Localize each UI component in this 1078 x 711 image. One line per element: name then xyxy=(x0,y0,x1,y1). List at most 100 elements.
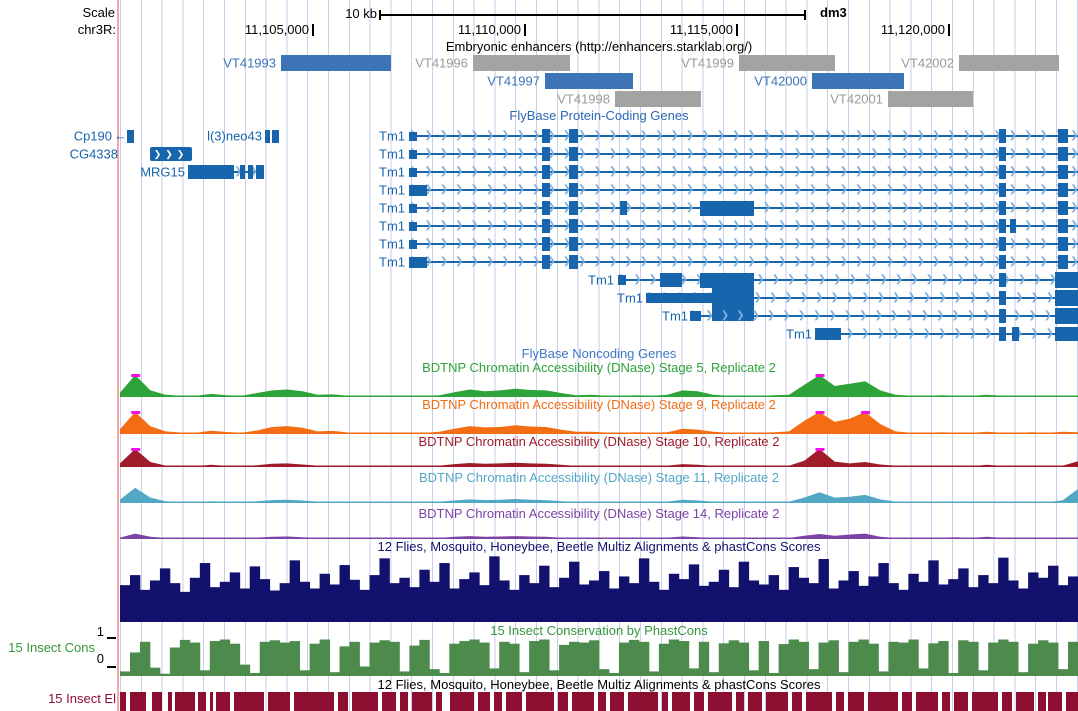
dnase-signal-chart[interactable] xyxy=(120,448,1078,467)
conserved-element-block[interactable] xyxy=(130,692,146,711)
gene-exon[interactable] xyxy=(240,165,245,179)
conserved-element-block[interactable] xyxy=(942,692,950,711)
gene-exon[interactable] xyxy=(569,183,578,197)
conserved-element-block[interactable] xyxy=(902,692,912,711)
gene-exon[interactable] xyxy=(409,167,417,177)
gene-exon[interactable] xyxy=(1058,219,1068,233)
gene-exon[interactable] xyxy=(999,327,1006,341)
conserved-element-block[interactable] xyxy=(848,692,864,711)
gene-intron-line[interactable] xyxy=(409,261,1078,263)
enhancer-box[interactable] xyxy=(615,91,701,107)
gene-exon[interactable] xyxy=(542,183,550,197)
gene-exon[interactable] xyxy=(569,255,578,269)
conserved-element-block[interactable] xyxy=(598,692,606,711)
conserved-element-block[interactable] xyxy=(572,692,594,711)
conserved-element-block[interactable] xyxy=(972,692,998,711)
gene-exon[interactable] xyxy=(569,219,578,233)
conserved-element-block[interactable] xyxy=(1048,692,1062,711)
conserved-element-block[interactable] xyxy=(526,692,554,711)
conserved-element-block[interactable] xyxy=(506,692,522,711)
gene-exon[interactable] xyxy=(569,129,578,143)
conserved-element-block[interactable] xyxy=(792,692,802,711)
gene-exon[interactable] xyxy=(999,309,1006,323)
enhancer-box[interactable] xyxy=(545,73,633,89)
gene-exon[interactable] xyxy=(409,149,417,159)
gene-exon[interactable] xyxy=(1058,183,1068,197)
conserved-element-block[interactable] xyxy=(198,692,206,711)
gene-exon[interactable] xyxy=(569,201,578,215)
dnase-signal-chart[interactable] xyxy=(120,411,1078,434)
gene-exon[interactable] xyxy=(999,219,1006,233)
gene-exon[interactable] xyxy=(1055,308,1078,324)
conserved-element-block[interactable] xyxy=(400,692,408,711)
gene-exon[interactable] xyxy=(1058,201,1068,215)
conserved-element-block[interactable] xyxy=(450,692,474,711)
gene-intron-line[interactable] xyxy=(690,315,1078,317)
gene-exon[interactable] xyxy=(409,221,417,231)
gene-exon[interactable] xyxy=(248,165,253,179)
conserved-element-block[interactable] xyxy=(836,692,844,711)
gene-exon[interactable] xyxy=(690,311,701,321)
conserved-element-block[interactable] xyxy=(806,692,832,711)
gene-exon[interactable] xyxy=(646,293,712,303)
phastcons-chart[interactable] xyxy=(120,637,1078,676)
conserved-element-block[interactable] xyxy=(708,692,732,711)
gene-exon[interactable] xyxy=(1012,327,1019,341)
gene-exon[interactable] xyxy=(618,275,626,285)
conserved-element-block[interactable] xyxy=(268,692,290,711)
gene-exon[interactable] xyxy=(999,273,1006,287)
gene-exon[interactable] xyxy=(1058,255,1068,269)
conserved-element-block[interactable] xyxy=(628,692,658,711)
gene-exon[interactable] xyxy=(999,201,1006,215)
gene-exon[interactable] xyxy=(712,275,754,321)
gene-exon[interactable] xyxy=(999,237,1006,251)
gene-exon[interactable] xyxy=(1058,147,1068,161)
gene-exon[interactable] xyxy=(815,328,841,340)
gene-exon[interactable] xyxy=(409,239,417,249)
conserved-element-block[interactable] xyxy=(766,692,788,711)
gene-exon[interactable] xyxy=(542,129,550,143)
conserved-element-block[interactable] xyxy=(234,692,264,711)
gene-intron-line[interactable] xyxy=(646,297,1078,299)
gene-intron-line[interactable] xyxy=(409,243,1078,245)
gene-exon[interactable] xyxy=(1055,327,1078,341)
conserved-element-block[interactable] xyxy=(382,692,396,711)
conserved-element-block[interactable] xyxy=(1038,692,1046,711)
gene-intron-line[interactable] xyxy=(409,189,1078,191)
conserved-element-block[interactable] xyxy=(352,692,378,711)
gene-exon[interactable] xyxy=(999,147,1006,161)
gene-exon[interactable] xyxy=(1058,129,1068,143)
conserved-element-block[interactable] xyxy=(494,692,502,711)
enhancer-box[interactable] xyxy=(473,55,570,71)
gene-exon[interactable] xyxy=(1055,290,1078,306)
gene-exon[interactable] xyxy=(409,256,427,268)
gene-exon[interactable] xyxy=(272,129,279,143)
gene-intron-line[interactable] xyxy=(815,333,1078,335)
conserved-element-block[interactable] xyxy=(662,692,668,711)
gene-exon[interactable] xyxy=(999,165,1006,179)
conserved-element-block[interactable] xyxy=(694,692,704,711)
gene-exon[interactable] xyxy=(542,219,550,233)
gene-exon[interactable] xyxy=(999,255,1006,269)
conserved-element-block[interactable] xyxy=(168,692,172,711)
gene-exon[interactable] xyxy=(188,165,234,179)
conserved-element-block[interactable] xyxy=(558,692,568,711)
conserved-element-block[interactable] xyxy=(152,692,162,711)
gene-exon[interactable] xyxy=(1010,219,1016,233)
conserved-element-block[interactable] xyxy=(478,692,490,711)
gene-exon[interactable] xyxy=(1055,272,1078,288)
gene-exon[interactable] xyxy=(542,201,550,215)
enhancer-box[interactable] xyxy=(959,55,1059,71)
enhancer-box[interactable] xyxy=(812,73,904,89)
gene-exon[interactable] xyxy=(1058,237,1068,251)
conserved-element-block[interactable] xyxy=(216,692,230,711)
gene-exon[interactable] xyxy=(265,129,270,143)
gene-exon[interactable] xyxy=(660,273,682,287)
gene-exon[interactable] xyxy=(999,183,1006,197)
gene-exon[interactable] xyxy=(999,291,1006,305)
conserved-element-block[interactable] xyxy=(954,692,968,711)
gene-exon[interactable] xyxy=(127,129,134,143)
conserved-element-block[interactable] xyxy=(210,692,213,711)
conserved-element-block[interactable] xyxy=(748,692,762,711)
gene-exon[interactable] xyxy=(1058,165,1068,179)
